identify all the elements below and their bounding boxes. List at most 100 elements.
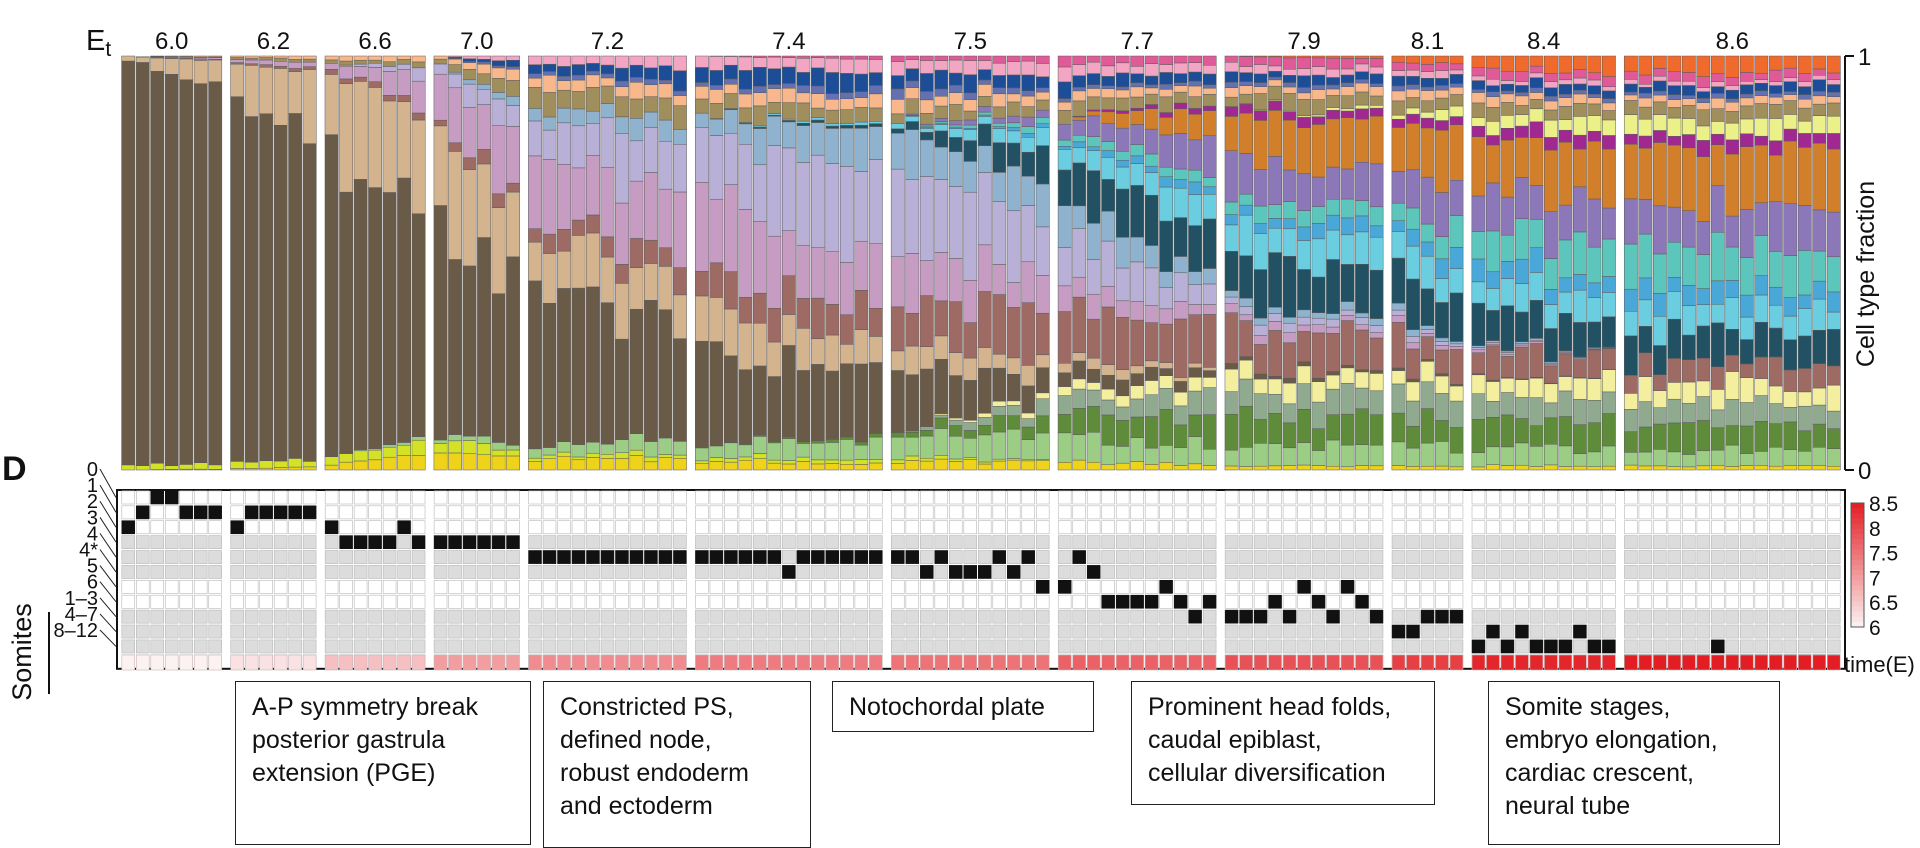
somite-cell xyxy=(1145,580,1158,593)
somite-cell xyxy=(354,610,367,623)
bar-segment xyxy=(1421,289,1434,326)
somite-cell xyxy=(1283,595,1296,608)
bar-segment xyxy=(1588,115,1601,131)
bar-segment xyxy=(543,253,556,303)
bar-segment xyxy=(753,293,766,323)
bar-segment xyxy=(463,440,476,453)
somite-cell xyxy=(1341,565,1354,578)
somite-cell xyxy=(463,595,476,608)
bar-segment xyxy=(543,234,556,253)
somite-cell xyxy=(383,610,396,623)
bar-segment xyxy=(1726,85,1739,90)
somite-cell xyxy=(587,580,600,593)
bar-segment xyxy=(477,149,490,164)
bar-segment xyxy=(869,437,882,459)
bar-segment xyxy=(1355,201,1368,216)
somite-cell xyxy=(1769,580,1782,593)
somite-cell xyxy=(1515,551,1528,564)
time-cell xyxy=(1682,655,1695,670)
bar-segment xyxy=(1297,465,1310,470)
somite-mark xyxy=(855,551,868,564)
bar-segment xyxy=(586,71,599,75)
bar-segment xyxy=(1530,378,1543,398)
bar-segment xyxy=(1341,111,1354,118)
bar-segment xyxy=(935,418,948,429)
bar-segment xyxy=(1145,109,1158,129)
somite-cell xyxy=(1102,640,1115,653)
bar-segment xyxy=(1682,72,1695,81)
somite-cell xyxy=(122,536,135,549)
bar-segment xyxy=(1116,90,1129,98)
bar-segment xyxy=(1406,123,1419,169)
bar-segment xyxy=(1624,56,1637,71)
bar-segment xyxy=(289,467,302,470)
somite-cell xyxy=(630,521,643,534)
somite-mark xyxy=(398,521,411,534)
bar-segment xyxy=(906,56,919,59)
bar-segment xyxy=(1755,421,1768,451)
somite-mark xyxy=(1102,595,1115,608)
somite-cell xyxy=(659,595,672,608)
bar-segment xyxy=(1370,237,1383,270)
somite-cell xyxy=(1160,625,1173,638)
somite-cell xyxy=(463,506,476,519)
somite-cell xyxy=(1697,625,1710,638)
somite-cell xyxy=(1269,625,1282,638)
bar-segment xyxy=(1007,116,1020,123)
bar-segment xyxy=(1283,404,1296,423)
somite-cell xyxy=(1813,580,1826,593)
bar-segment xyxy=(1392,221,1405,232)
somite-cell xyxy=(1392,580,1405,593)
bar-segment xyxy=(260,114,273,461)
somite-cell xyxy=(935,536,948,549)
row-leader xyxy=(100,469,116,497)
bar-segment xyxy=(368,450,381,460)
bar-segment xyxy=(1087,462,1100,470)
bar-segment xyxy=(1188,81,1201,86)
somite-cell xyxy=(601,580,614,593)
bar-segment xyxy=(1501,356,1514,377)
time-cell xyxy=(869,655,882,670)
somite-cell xyxy=(1784,506,1797,519)
bar-segment xyxy=(303,144,316,462)
somite-mark xyxy=(1501,640,1514,653)
somite-cell xyxy=(659,640,672,653)
somite-cell xyxy=(1407,595,1420,608)
bar-segment xyxy=(1007,401,1020,405)
bar-segment xyxy=(586,442,599,453)
bar-segment xyxy=(1515,380,1528,398)
bar-segment xyxy=(1515,85,1528,92)
bar-segment xyxy=(1573,360,1586,378)
somite-cell xyxy=(572,521,585,534)
somite-cell xyxy=(260,565,273,578)
bar-segment xyxy=(1188,377,1201,391)
bar-segment xyxy=(1798,108,1811,121)
bar-segment xyxy=(949,137,962,151)
somite-cell xyxy=(978,580,991,593)
bar-segment xyxy=(1501,352,1514,354)
bar-segment xyxy=(1827,73,1840,80)
bar-segment xyxy=(1007,88,1020,94)
bar-segment xyxy=(1036,88,1049,92)
somite-cell xyxy=(630,491,643,504)
bar-segment xyxy=(782,58,795,67)
somite-cell xyxy=(797,565,810,578)
bar-segment xyxy=(1697,358,1710,381)
somite-cell xyxy=(289,595,302,608)
bar-segment xyxy=(797,246,810,299)
bar-segment xyxy=(710,119,723,135)
somite-cell xyxy=(855,521,868,534)
somite-cell xyxy=(768,491,781,504)
bar-segment xyxy=(463,59,476,62)
somite-cell xyxy=(1798,625,1811,638)
bar-segment xyxy=(1544,101,1557,110)
somite-cell xyxy=(412,491,425,504)
bar-segment xyxy=(1602,208,1615,239)
somite-cell xyxy=(1022,565,1035,578)
bar-segment xyxy=(492,99,505,126)
bar-segment xyxy=(978,61,991,70)
bar-segment xyxy=(572,235,585,288)
bar-segment xyxy=(586,155,599,215)
bar-segment xyxy=(1501,415,1514,447)
bar-segment xyxy=(1341,383,1354,414)
